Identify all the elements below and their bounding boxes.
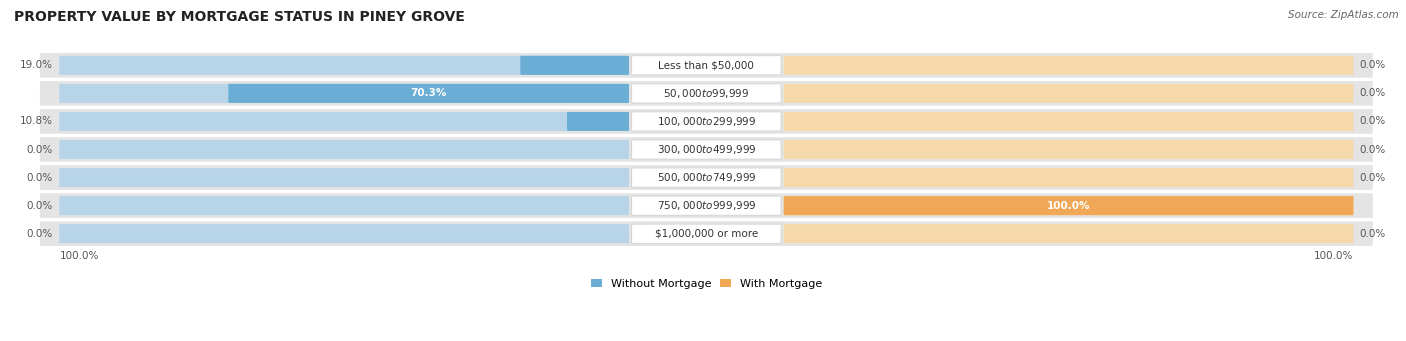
- FancyBboxPatch shape: [59, 140, 628, 159]
- FancyBboxPatch shape: [39, 165, 1372, 190]
- FancyBboxPatch shape: [631, 56, 780, 75]
- Legend: Without Mortgage, With Mortgage: Without Mortgage, With Mortgage: [586, 275, 827, 294]
- FancyBboxPatch shape: [631, 168, 780, 187]
- Text: 0.0%: 0.0%: [1360, 173, 1386, 182]
- Text: 19.0%: 19.0%: [20, 60, 53, 70]
- FancyBboxPatch shape: [631, 224, 780, 243]
- FancyBboxPatch shape: [631, 196, 780, 215]
- Text: 0.0%: 0.0%: [27, 145, 53, 154]
- Text: $500,000 to $749,999: $500,000 to $749,999: [657, 171, 756, 184]
- Text: 70.3%: 70.3%: [411, 88, 447, 99]
- FancyBboxPatch shape: [520, 56, 628, 75]
- Text: $300,000 to $499,999: $300,000 to $499,999: [657, 143, 756, 156]
- FancyBboxPatch shape: [783, 168, 1354, 187]
- FancyBboxPatch shape: [39, 221, 1372, 246]
- Text: 0.0%: 0.0%: [1360, 145, 1386, 154]
- FancyBboxPatch shape: [228, 84, 628, 103]
- Text: PROPERTY VALUE BY MORTGAGE STATUS IN PINEY GROVE: PROPERTY VALUE BY MORTGAGE STATUS IN PIN…: [14, 10, 465, 24]
- Text: Less than $50,000: Less than $50,000: [658, 60, 754, 70]
- Text: 100.0%: 100.0%: [1313, 251, 1353, 261]
- Text: 0.0%: 0.0%: [1360, 229, 1386, 239]
- Text: 100.0%: 100.0%: [59, 251, 98, 261]
- FancyBboxPatch shape: [59, 56, 628, 75]
- Text: 0.0%: 0.0%: [27, 229, 53, 239]
- Text: 0.0%: 0.0%: [27, 201, 53, 211]
- FancyBboxPatch shape: [59, 168, 628, 187]
- FancyBboxPatch shape: [783, 56, 1354, 75]
- FancyBboxPatch shape: [783, 112, 1354, 131]
- FancyBboxPatch shape: [631, 140, 780, 159]
- FancyBboxPatch shape: [39, 193, 1372, 218]
- Text: 100.0%: 100.0%: [1047, 201, 1090, 211]
- Text: 10.8%: 10.8%: [20, 116, 53, 127]
- FancyBboxPatch shape: [631, 112, 780, 131]
- FancyBboxPatch shape: [783, 196, 1354, 215]
- Text: 0.0%: 0.0%: [1360, 88, 1386, 99]
- FancyBboxPatch shape: [59, 196, 628, 215]
- Text: $750,000 to $999,999: $750,000 to $999,999: [657, 199, 756, 212]
- FancyBboxPatch shape: [59, 84, 628, 103]
- Text: Source: ZipAtlas.com: Source: ZipAtlas.com: [1288, 10, 1399, 20]
- FancyBboxPatch shape: [39, 53, 1372, 78]
- FancyBboxPatch shape: [783, 196, 1354, 215]
- Text: $50,000 to $99,999: $50,000 to $99,999: [664, 87, 749, 100]
- Text: 0.0%: 0.0%: [1360, 60, 1386, 70]
- FancyBboxPatch shape: [783, 140, 1354, 159]
- FancyBboxPatch shape: [59, 224, 628, 243]
- FancyBboxPatch shape: [39, 137, 1372, 162]
- FancyBboxPatch shape: [567, 112, 628, 131]
- Text: $1,000,000 or more: $1,000,000 or more: [655, 229, 758, 239]
- FancyBboxPatch shape: [783, 84, 1354, 103]
- Text: 0.0%: 0.0%: [1360, 116, 1386, 127]
- Text: 0.0%: 0.0%: [27, 173, 53, 182]
- FancyBboxPatch shape: [39, 81, 1372, 106]
- FancyBboxPatch shape: [59, 112, 628, 131]
- FancyBboxPatch shape: [39, 109, 1372, 134]
- FancyBboxPatch shape: [783, 224, 1354, 243]
- FancyBboxPatch shape: [631, 84, 780, 103]
- Text: $100,000 to $299,999: $100,000 to $299,999: [657, 115, 756, 128]
